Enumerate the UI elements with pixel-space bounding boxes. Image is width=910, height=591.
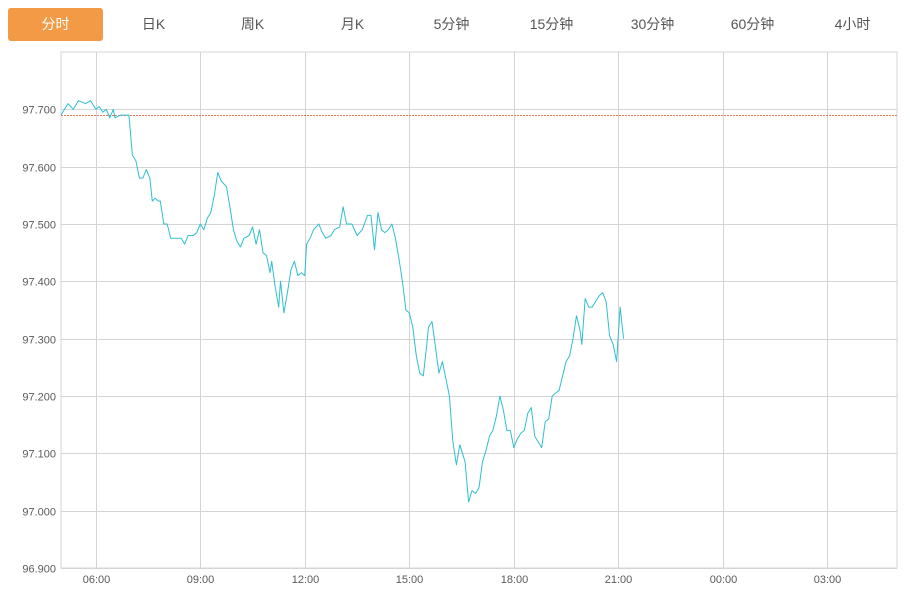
y-tick-label: 97.000 bbox=[22, 507, 56, 519]
period-tabs: 分时 日K 周K 月K 5分钟 15分钟 30分钟 60分钟 4小时 bbox=[0, 0, 910, 46]
tab-2[interactable]: 周K bbox=[240, 16, 265, 32]
y-tick-label: 97.700 bbox=[22, 105, 56, 117]
x-axis-labels: 06:00 09:00 12:00 15:00 18:00 21:00 00:00 03:00 bbox=[83, 574, 842, 586]
x-tick-label: 06:00 bbox=[83, 574, 111, 586]
x-tick-label: 00:00 bbox=[710, 574, 738, 586]
y-tick-label: 96.900 bbox=[22, 564, 56, 576]
x-tick-label: 03:00 bbox=[814, 574, 842, 586]
tab-5[interactable]: 15分钟 bbox=[529, 16, 574, 32]
chart-grid bbox=[60, 51, 898, 569]
x-tick-label: 09:00 bbox=[187, 574, 215, 586]
y-tick-label: 97.100 bbox=[22, 449, 56, 461]
tab-8[interactable]: 4小时 bbox=[834, 16, 871, 32]
y-tick-label: 97.400 bbox=[22, 277, 56, 289]
x-tick-label: 15:00 bbox=[396, 574, 424, 586]
price-line-0 bbox=[60, 100, 625, 503]
x-tick-label: 21:00 bbox=[605, 574, 633, 586]
tab-1[interactable]: 日K bbox=[141, 16, 166, 32]
tab-4[interactable]: 5分钟 bbox=[433, 16, 470, 32]
tab-6[interactable]: 30分钟 bbox=[630, 16, 675, 32]
x-tick-label: 18:00 bbox=[501, 574, 529, 586]
y-axis-labels: 96.900 97.000 97.100 97.200 97.300 97.400 97.5… bbox=[22, 105, 56, 576]
y-tick-label: 97.500 bbox=[22, 220, 56, 232]
price-series bbox=[60, 100, 625, 503]
plot-frame bbox=[60, 51, 898, 569]
tab-7[interactable]: 60分钟 bbox=[730, 16, 775, 32]
y-tick-label: 97.200 bbox=[22, 392, 56, 404]
tab-3[interactable]: 月K bbox=[340, 16, 365, 32]
y-tick-label: 97.300 bbox=[22, 335, 56, 347]
tab-0[interactable]: 分时 bbox=[8, 8, 103, 41]
y-tick-label: 97.600 bbox=[22, 163, 56, 175]
x-tick-label: 12:00 bbox=[292, 574, 320, 586]
